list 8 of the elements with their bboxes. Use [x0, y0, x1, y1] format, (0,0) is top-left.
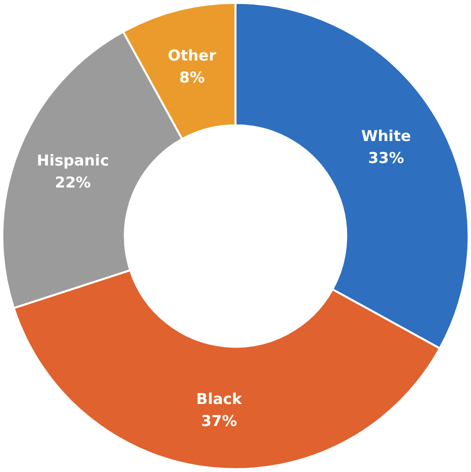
slice-label: White: [361, 126, 411, 145]
slice-label: Other: [168, 46, 217, 65]
data-label: 37%: [201, 412, 237, 430]
data-label: 33%: [368, 148, 404, 167]
data-label: 8%: [179, 68, 205, 87]
slice-label: Black: [196, 390, 243, 408]
slice-label: Hispanic: [36, 152, 109, 170]
data-label: 22%: [54, 174, 91, 192]
